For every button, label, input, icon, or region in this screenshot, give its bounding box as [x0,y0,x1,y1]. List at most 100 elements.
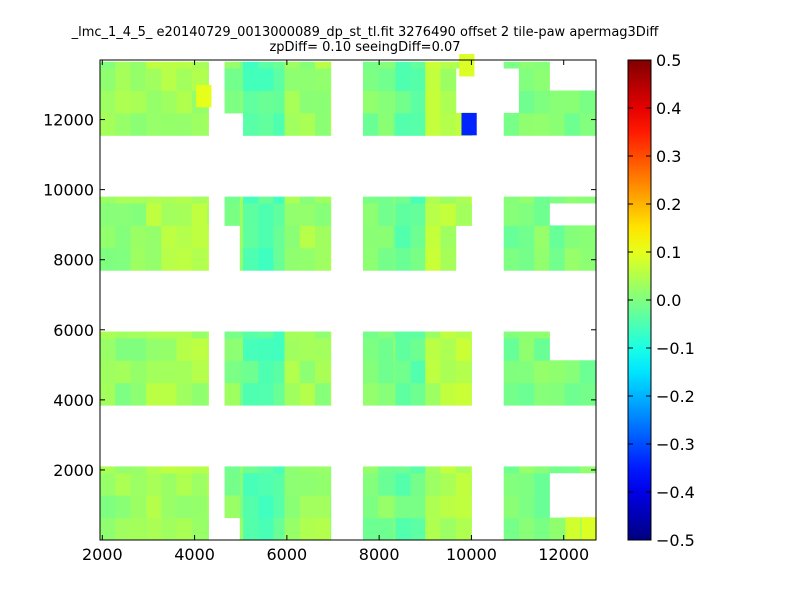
heatmap-cell [440,331,457,339]
heatmap-highlight-cell [461,112,477,136]
heatmap-cell [130,337,147,361]
heatmap-cell [362,225,379,249]
heatmap-cell [362,495,379,519]
heatmap-cell [273,68,286,91]
heatmap-cell [100,61,116,69]
heatmap-cell [130,382,147,406]
heatmap-cell [130,225,147,249]
heatmap-cell [243,360,259,384]
heatmap-cell [100,495,116,519]
heatmap-cell [564,360,581,384]
heatmap-cell [395,382,412,406]
heatmap-cell [224,337,241,361]
heatmap-cell [330,517,332,541]
heatmap-cell [115,466,131,474]
heatmap-cell [176,331,193,339]
heatmap-cell [315,466,331,474]
heatmap-cell [503,472,520,496]
heatmap-cell [362,360,379,384]
heatmap-cell [299,360,316,384]
heatmap-cell [224,331,241,339]
heatmap-cell [315,196,331,204]
heatmap-cell [243,90,259,114]
heatmap-cell [161,331,178,339]
heatmap-cell [330,360,332,384]
heatmap-cell [518,68,535,91]
heatmap-cell [239,331,244,339]
heatmap-cell [130,90,147,114]
x-tick-label: 10000 [446,545,497,564]
heatmap-cell [362,61,379,69]
heatmap-cell [284,68,301,91]
heatmap-cell [534,337,550,361]
heatmap-cell [161,382,178,406]
colorbar-tick-label: −0.1 [656,339,695,358]
y-tick-label: 12000 [43,111,94,130]
heatmap-cell [130,517,147,541]
heatmap-cell [315,337,331,361]
heatmap-cell [534,196,550,204]
heatmap-cell [207,517,209,541]
heatmap-cell [315,360,331,384]
heatmap-cell [315,202,331,226]
heatmap-cell [378,247,394,271]
heatmap-cell [115,247,131,271]
heatmap-cell [440,112,457,136]
heatmap-cell [564,382,581,406]
heatmap-cell [100,331,116,339]
heatmap-cell [284,61,301,69]
heatmap-cell [284,196,301,204]
heatmap-cell [564,90,581,114]
heatmap-cell [224,466,241,474]
x-tick-label: 8000 [359,545,400,564]
colorbar-tick-label: −0.5 [656,531,695,550]
heatmap-cell [564,225,581,249]
heatmap-cell [207,337,209,361]
heatmap-cell [579,382,596,406]
heatmap-cell [534,247,550,271]
heatmap-cell [239,68,244,91]
heatmap-cell [191,202,208,226]
heatmap-cell [410,466,426,474]
heatmap-cell [503,331,520,339]
heatmap-cell [315,61,331,69]
heatmap-cell [330,112,332,136]
heatmap-cell [425,68,442,91]
heatmap-cell [176,472,193,496]
heatmap-cell [273,360,286,384]
heatmap-cell [284,382,301,406]
heatmap-cell [243,247,259,271]
heatmap-cell [146,337,162,361]
heatmap-cell [395,331,412,339]
heatmap-cell [176,112,193,136]
heatmap-cell [440,68,457,91]
heatmap-cell [146,360,162,384]
heatmap-cell [146,112,162,136]
heatmap-cell [534,112,550,136]
heatmap-cell [395,90,412,114]
heatmap-cell [115,360,131,384]
heatmap-cell [518,466,535,474]
heatmap-cell [284,337,301,361]
heatmap-cell [362,331,379,339]
chart-subtitle: zpDiff= 0.10 seeingDiff=0.07 [269,40,461,55]
heatmap-cell [425,112,442,136]
heatmap-cell [284,331,301,339]
heatmap-cell [273,61,286,69]
heatmap-cell [258,225,274,249]
heatmap-cell [146,466,162,474]
heatmap-cell [440,90,457,114]
heatmap-cell [395,247,412,271]
heatmap-cell [258,112,274,136]
heatmap-cell [284,202,301,226]
heatmap-cell [518,61,535,69]
heatmap-cell [549,247,566,271]
heatmap-cell [378,90,394,114]
heatmap-cell [425,382,442,406]
heatmap-cell [518,331,535,339]
heatmap-cell [273,337,286,361]
heatmap-cell [284,360,301,384]
heatmap-cell [470,472,472,496]
heatmap-cell [161,247,178,271]
heatmap-cell [579,225,596,249]
